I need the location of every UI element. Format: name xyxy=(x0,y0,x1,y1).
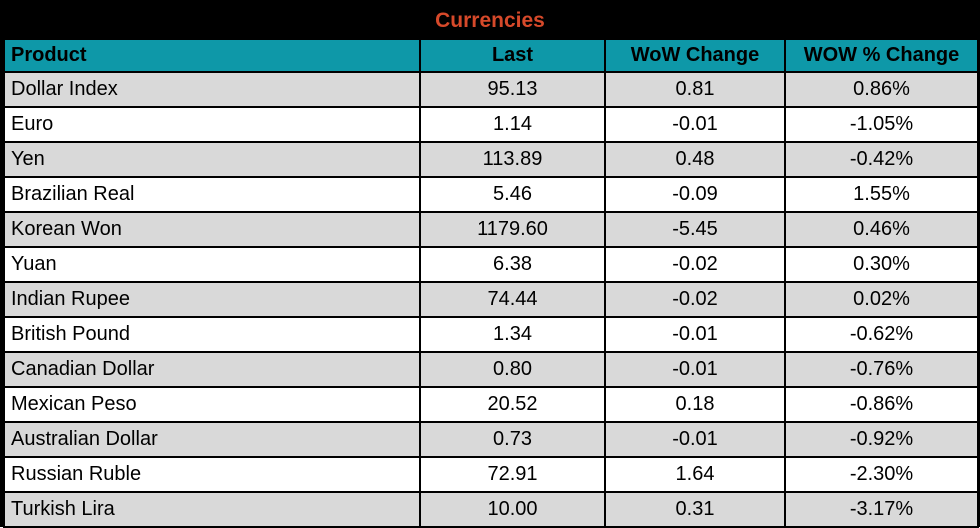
table-row: British Pound 1.34 -0.01 -0.62% xyxy=(3,316,979,353)
cell-wow-change: -0.02 xyxy=(604,246,786,283)
header-row: Product Last WoW Change WOW % Change xyxy=(3,38,979,73)
table-row: Brazilian Real 5.46 -0.09 1.55% xyxy=(3,176,979,213)
column-header-last: Last xyxy=(419,38,606,73)
cell-last: 72.91 xyxy=(419,456,606,493)
cell-last: 1.34 xyxy=(419,316,606,353)
cell-last: 5.46 xyxy=(419,176,606,213)
table-row: Indian Rupee 74.44 -0.02 0.02% xyxy=(3,281,979,318)
cell-last: 10.00 xyxy=(419,491,606,528)
cell-wow-pct-change: -2.30% xyxy=(784,456,979,493)
cell-last: 95.13 xyxy=(419,71,606,108)
cell-wow-change: 0.48 xyxy=(604,141,786,178)
cell-wow-change: -0.01 xyxy=(604,421,786,458)
table-row: Korean Won 1179.60 -5.45 0.46% xyxy=(3,211,979,248)
table-row: Euro 1.14 -0.01 -1.05% xyxy=(3,106,979,143)
table-header: Product Last WoW Change WOW % Change xyxy=(3,38,979,73)
table-row: Russian Ruble 72.91 1.64 -2.30% xyxy=(3,456,979,493)
cell-wow-change: -0.01 xyxy=(604,351,786,388)
cell-last: 74.44 xyxy=(419,281,606,318)
cell-wow-pct-change: 0.30% xyxy=(784,246,979,283)
cell-wow-change: 0.31 xyxy=(604,491,786,528)
cell-wow-pct-change: -0.42% xyxy=(784,141,979,178)
cell-wow-pct-change: -0.92% xyxy=(784,421,979,458)
cell-last: 20.52 xyxy=(419,386,606,423)
cell-wow-pct-change: 0.02% xyxy=(784,281,979,318)
table-row: Canadian Dollar 0.80 -0.01 -0.76% xyxy=(3,351,979,388)
cell-wow-change: -0.09 xyxy=(604,176,786,213)
cell-wow-change: -0.02 xyxy=(604,281,786,318)
cell-wow-change: -5.45 xyxy=(604,211,786,248)
cell-last: 1179.60 xyxy=(419,211,606,248)
cell-wow-pct-change: -0.76% xyxy=(784,351,979,388)
cell-last: 0.80 xyxy=(419,351,606,388)
cell-wow-pct-change: 0.86% xyxy=(784,71,979,108)
cell-product: Indian Rupee xyxy=(3,281,421,318)
table-row: Yen 113.89 0.48 -0.42% xyxy=(3,141,979,178)
cell-wow-change: 0.81 xyxy=(604,71,786,108)
cell-product: Brazilian Real xyxy=(3,176,421,213)
cell-wow-pct-change: 0.46% xyxy=(784,211,979,248)
cell-product: Canadian Dollar xyxy=(3,351,421,388)
cell-product: Korean Won xyxy=(3,211,421,248)
cell-product: Mexican Peso xyxy=(3,386,421,423)
cell-product: Yen xyxy=(3,141,421,178)
cell-product: Russian Ruble xyxy=(3,456,421,493)
cell-wow-pct-change: -3.17% xyxy=(784,491,979,528)
cell-last: 1.14 xyxy=(419,106,606,143)
column-header-product: Product xyxy=(3,38,421,73)
cell-wow-change: -0.01 xyxy=(604,316,786,353)
table-row: Mexican Peso 20.52 0.18 -0.86% xyxy=(3,386,979,423)
cell-wow-pct-change: -1.05% xyxy=(784,106,979,143)
panel-title-bar: Currencies xyxy=(3,3,977,38)
table-row: Turkish Lira 10.00 0.31 -3.17% xyxy=(3,491,979,528)
cell-wow-change: -0.01 xyxy=(604,106,786,143)
cell-wow-change: 0.18 xyxy=(604,386,786,423)
cell-last: 113.89 xyxy=(419,141,606,178)
cell-product: Turkish Lira xyxy=(3,491,421,528)
cell-last: 6.38 xyxy=(419,246,606,283)
column-header-wow-change: WoW Change xyxy=(604,38,786,73)
cell-wow-change: 1.64 xyxy=(604,456,786,493)
table-row: Yuan 6.38 -0.02 0.30% xyxy=(3,246,979,283)
cell-wow-pct-change: -0.62% xyxy=(784,316,979,353)
cell-product: Dollar Index xyxy=(3,71,421,108)
cell-wow-pct-change: 1.55% xyxy=(784,176,979,213)
cell-product: British Pound xyxy=(3,316,421,353)
table-row: Dollar Index 95.13 0.81 0.86% xyxy=(3,71,979,108)
column-header-wow-pct-change: WOW % Change xyxy=(784,38,979,73)
cell-wow-pct-change: -0.86% xyxy=(784,386,979,423)
cell-product: Australian Dollar xyxy=(3,421,421,458)
cell-product: Yuan xyxy=(3,246,421,283)
currencies-table: Product Last WoW Change WOW % Change Dol… xyxy=(3,38,979,528)
panel-title: Currencies xyxy=(435,8,545,32)
cell-last: 0.73 xyxy=(419,421,606,458)
table-body: Dollar Index 95.13 0.81 0.86% Euro 1.14 … xyxy=(3,71,979,528)
table-row: Australian Dollar 0.73 -0.01 -0.92% xyxy=(3,421,979,458)
cell-product: Euro xyxy=(3,106,421,143)
